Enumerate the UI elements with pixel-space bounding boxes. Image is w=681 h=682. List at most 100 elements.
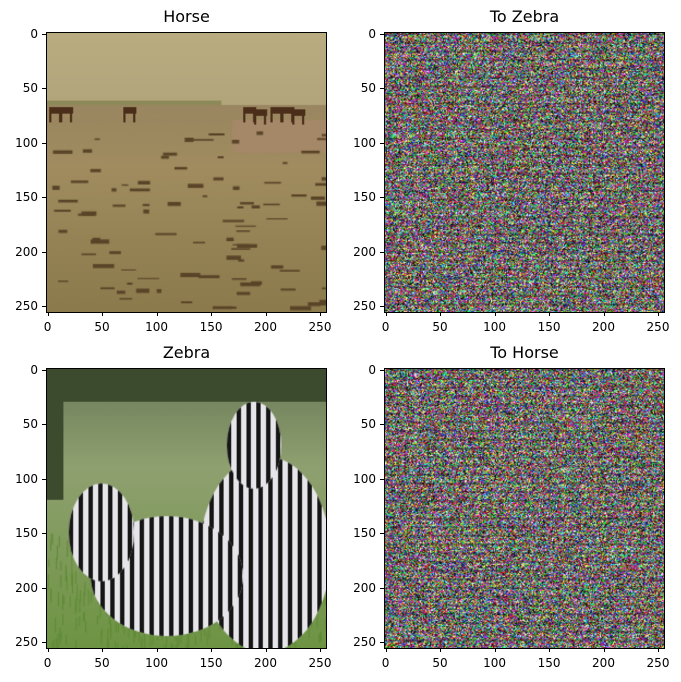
- y-tick: [42, 642, 46, 643]
- x-tick: [211, 648, 212, 652]
- x-tick: [48, 648, 49, 652]
- y-tick-label: 100: [353, 136, 376, 150]
- x-tick: [495, 648, 496, 652]
- y-tick: [380, 642, 384, 643]
- subplot-title: Horse: [46, 7, 327, 26]
- y-tick: [42, 88, 46, 89]
- y-tick: [42, 588, 46, 589]
- y-tick-label: 50: [23, 81, 38, 95]
- y-tick: [42, 252, 46, 253]
- x-tick: [320, 312, 321, 316]
- image-canvas: [385, 33, 664, 312]
- y-tick-label: 200: [15, 245, 38, 259]
- y-tick: [42, 424, 46, 425]
- subplot-title: To Zebra: [384, 7, 665, 26]
- x-tick-label: 0: [44, 320, 52, 334]
- image-canvas: [385, 369, 664, 648]
- image-axes: [46, 32, 327, 313]
- x-tick: [658, 648, 659, 652]
- x-tick: [604, 312, 605, 316]
- x-tick-label: 50: [432, 320, 447, 334]
- subplot-title: To Horse: [384, 343, 665, 362]
- y-tick-label: 250: [15, 299, 38, 313]
- y-tick-label: 250: [15, 635, 38, 649]
- y-tick: [380, 34, 384, 35]
- y-tick: [380, 143, 384, 144]
- x-tick-label: 150: [538, 656, 561, 670]
- y-tick-label: 150: [15, 190, 38, 204]
- x-tick-label: 250: [309, 320, 332, 334]
- x-tick-label: 0: [382, 656, 390, 670]
- x-tick-label: 100: [483, 656, 506, 670]
- y-tick-label: 250: [353, 635, 376, 649]
- x-tick: [658, 312, 659, 316]
- image-canvas: [47, 369, 326, 648]
- x-tick-label: 200: [254, 320, 277, 334]
- x-tick-label: 0: [44, 656, 52, 670]
- y-tick: [380, 533, 384, 534]
- subplot-to-zebra: To Zebra 0 50 100 150 200 250 0 50 100 150 200 250: [384, 32, 664, 312]
- subplot-horse: Horse 0 50 100 150 200 250 0 50 100 150 200 250: [46, 32, 326, 312]
- x-tick-label: 0: [382, 320, 390, 334]
- y-tick: [42, 306, 46, 307]
- y-tick-label: 0: [30, 27, 38, 41]
- y-tick-label: 100: [15, 136, 38, 150]
- x-tick: [157, 648, 158, 652]
- x-tick-label: 150: [538, 320, 561, 334]
- subplot-title: Zebra: [46, 343, 327, 362]
- x-tick-label: 200: [592, 320, 615, 334]
- y-tick: [42, 370, 46, 371]
- x-tick-label: 150: [200, 656, 223, 670]
- x-tick-label: 250: [647, 656, 670, 670]
- y-tick-label: 100: [15, 472, 38, 486]
- y-tick-label: 250: [353, 299, 376, 313]
- x-tick: [266, 312, 267, 316]
- x-tick: [211, 312, 212, 316]
- x-tick-label: 200: [592, 656, 615, 670]
- y-tick: [380, 424, 384, 425]
- x-tick-label: 50: [94, 656, 109, 670]
- x-tick-label: 100: [145, 656, 168, 670]
- x-tick: [386, 312, 387, 316]
- image-axes: [46, 368, 327, 649]
- x-tick: [549, 312, 550, 316]
- y-tick-label: 150: [353, 190, 376, 204]
- image-axes: [384, 368, 665, 649]
- y-tick: [42, 479, 46, 480]
- x-tick: [440, 312, 441, 316]
- x-tick-label: 200: [254, 656, 277, 670]
- y-tick: [380, 588, 384, 589]
- y-tick-label: 50: [361, 81, 376, 95]
- x-tick: [102, 648, 103, 652]
- y-tick: [380, 370, 384, 371]
- x-tick: [549, 648, 550, 652]
- x-tick-label: 100: [483, 320, 506, 334]
- x-tick-label: 150: [200, 320, 223, 334]
- y-tick-label: 0: [368, 27, 376, 41]
- image-canvas: [47, 33, 326, 312]
- x-tick-label: 50: [432, 656, 447, 670]
- x-tick: [157, 312, 158, 316]
- x-tick: [495, 312, 496, 316]
- y-tick-label: 50: [361, 417, 376, 431]
- y-tick: [42, 143, 46, 144]
- y-tick-label: 100: [353, 472, 376, 486]
- x-tick: [266, 648, 267, 652]
- y-tick-label: 0: [30, 363, 38, 377]
- y-tick-label: 200: [353, 581, 376, 595]
- y-tick-label: 50: [23, 417, 38, 431]
- y-tick: [380, 479, 384, 480]
- x-tick: [320, 648, 321, 652]
- x-tick: [48, 312, 49, 316]
- y-tick: [380, 197, 384, 198]
- y-tick: [380, 306, 384, 307]
- x-tick-label: 250: [647, 320, 670, 334]
- x-tick-label: 250: [309, 656, 332, 670]
- y-tick: [42, 533, 46, 534]
- image-axes: [384, 32, 665, 313]
- subplot-to-horse: To Horse 0 50 100 150 200 250 0 50 100 150 200 250: [384, 368, 664, 648]
- x-tick: [102, 312, 103, 316]
- x-tick: [440, 648, 441, 652]
- y-tick-label: 150: [15, 526, 38, 540]
- y-tick-label: 0: [368, 363, 376, 377]
